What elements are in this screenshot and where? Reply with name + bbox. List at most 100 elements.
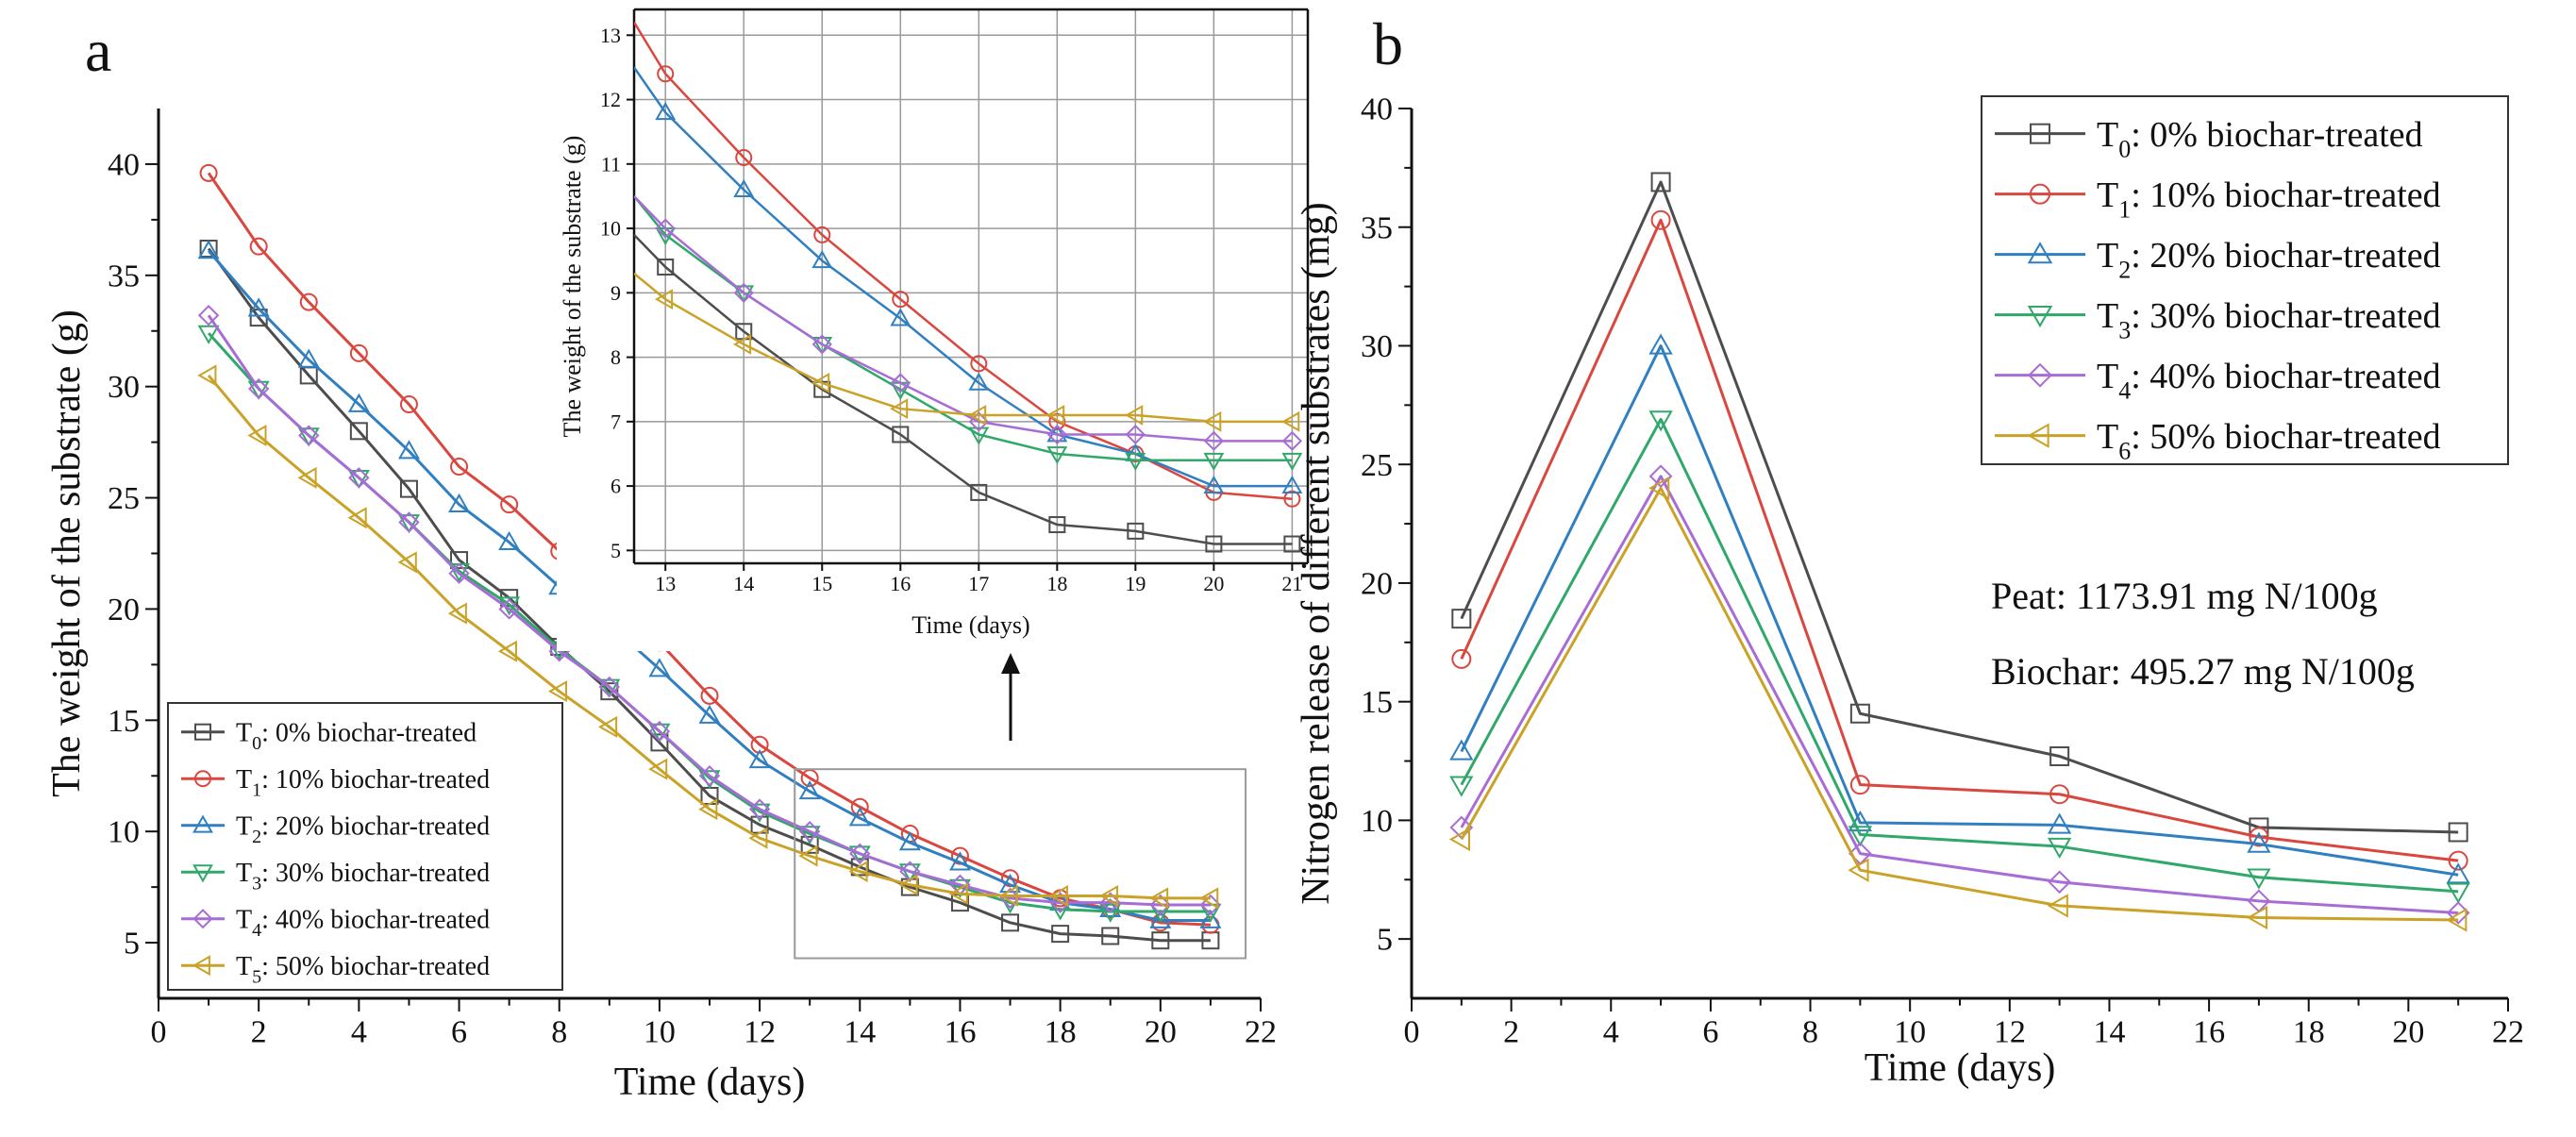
legend-subscript: 3 bbox=[2118, 316, 2131, 343]
data-point-T5 bbox=[197, 364, 217, 387]
legend-symbol: T bbox=[2097, 176, 2118, 215]
data-point-T1 bbox=[1451, 648, 1472, 669]
series-line-T1 bbox=[207, 172, 1211, 927]
data-point-T3 bbox=[1648, 410, 1673, 432]
data-point-T4 bbox=[298, 425, 320, 446]
data-point-T2 bbox=[297, 348, 320, 368]
data-point-T0 bbox=[1151, 931, 1170, 950]
data-point-T1 bbox=[1849, 775, 1870, 795]
x-tick-label: 12 bbox=[744, 1014, 776, 1049]
legend-label-T4: T4: 40% biochar-treated bbox=[236, 905, 490, 940]
data-point-T2 bbox=[2247, 831, 2271, 853]
data-point-T0 bbox=[600, 682, 619, 701]
y-tick-label: 15 bbox=[108, 704, 140, 739]
data-point-T2 bbox=[968, 372, 990, 391]
x-tick-label: 18 bbox=[1046, 572, 1067, 595]
legend-symbol: T bbox=[236, 718, 252, 747]
data-point-T2 bbox=[798, 779, 821, 800]
x-tick-label: 16 bbox=[944, 1014, 976, 1049]
y-tick-label: 10 bbox=[600, 217, 621, 241]
legend-label-T1: T1: 10% biochar-treated bbox=[2097, 176, 2441, 223]
x-tick-label: 0 bbox=[1404, 1014, 1420, 1049]
data-point-T5 bbox=[497, 640, 517, 662]
x-tick-label: 8 bbox=[551, 1014, 567, 1049]
legend-symbol: T bbox=[2097, 417, 2118, 457]
data-point-T0 bbox=[2049, 746, 2070, 767]
data-point-T2 bbox=[397, 440, 420, 460]
zoom-region-box bbox=[794, 768, 1247, 960]
data-point-T1 bbox=[2049, 784, 2070, 805]
data-point-T1 bbox=[500, 495, 519, 514]
data-point-T2 bbox=[1149, 909, 1172, 928]
y-tick-label: 6 bbox=[611, 475, 621, 498]
series-group bbox=[197, 163, 1222, 950]
x-tick-label: 14 bbox=[2093, 1014, 2125, 1049]
series-line-T3 bbox=[1460, 417, 2459, 894]
data-point-T2 bbox=[655, 101, 677, 121]
data-point-T2 bbox=[733, 178, 755, 198]
data-point-T2 bbox=[1203, 475, 1225, 493]
x-tick-label: 10 bbox=[1894, 1014, 1926, 1049]
data-point-T0 bbox=[1001, 913, 1020, 932]
legend-label-T5: T5: 50% biochar-treated bbox=[236, 952, 490, 987]
data-point-T1 bbox=[1650, 209, 1671, 230]
series-line-T5 bbox=[207, 374, 1211, 900]
zoom-arrow-head bbox=[1001, 653, 1020, 674]
data-point-T5 bbox=[1125, 405, 1144, 426]
x-tick-label: 6 bbox=[451, 1014, 467, 1049]
legend-subscript: 3 bbox=[252, 873, 261, 894]
x-tick-label: 0 bbox=[151, 1014, 167, 1049]
x-tick-label: 2 bbox=[251, 1014, 267, 1049]
data-point-T1 bbox=[892, 291, 910, 309]
data-point-T1 bbox=[299, 293, 318, 311]
series-line-T0 bbox=[207, 247, 1211, 943]
data-point-T5 bbox=[598, 715, 618, 738]
x-axis-label: Time (days) bbox=[912, 611, 1029, 639]
legend-text: : 50% biochar-treated bbox=[2131, 417, 2440, 457]
y-tick-label: 9 bbox=[611, 281, 621, 305]
legend-subscript: 2 bbox=[2118, 256, 2131, 283]
data-point-T5 bbox=[648, 758, 668, 780]
x-tick-label: 4 bbox=[351, 1014, 367, 1049]
x-tick-label: 19 bbox=[1125, 572, 1146, 595]
legend-subscript: 2 bbox=[252, 827, 261, 847]
legend-text: : 0% biochar-treated bbox=[2131, 115, 2422, 155]
data-point-T4 bbox=[1046, 424, 1067, 445]
series-line-T5 bbox=[1460, 486, 2459, 922]
data-point-T0 bbox=[1048, 516, 1066, 534]
data-point-T5 bbox=[1448, 827, 1471, 852]
data-point-T5 bbox=[848, 861, 868, 883]
annotation-peat: Peat: 1173.91 mg N/100g bbox=[1991, 575, 2378, 617]
data-point-T0 bbox=[1849, 703, 1870, 724]
y-tick-label: 35 bbox=[1361, 210, 1393, 245]
data-point-T4 bbox=[698, 765, 721, 787]
data-point-T4 bbox=[1203, 430, 1224, 451]
legend-subscript: 6 bbox=[2118, 437, 2131, 464]
legend-symbol: T bbox=[236, 952, 252, 981]
data-point-T2 bbox=[948, 851, 971, 871]
x-tick-label: 20 bbox=[1203, 572, 1224, 595]
data-point-T0 bbox=[1101, 927, 1120, 945]
y-axis-label: The weight of the substrate (g) bbox=[45, 309, 89, 797]
data-point-T5 bbox=[1648, 476, 1670, 500]
series-line-T4 bbox=[207, 314, 1211, 907]
data-point-T1 bbox=[399, 395, 418, 414]
data-point-T2 bbox=[2446, 862, 2470, 884]
data-point-T4 bbox=[811, 334, 832, 355]
series-line-T5 bbox=[634, 272, 1293, 424]
data-point-T0 bbox=[450, 551, 469, 570]
data-point-T1 bbox=[450, 458, 469, 477]
data-point-T2 bbox=[1449, 739, 1474, 761]
data-point-T5 bbox=[1199, 887, 1219, 910]
data-point-T5 bbox=[948, 882, 968, 905]
legend-text: : 40% biochar-treated bbox=[2131, 357, 2440, 396]
legend-label-T3: T3: 30% biochar-treated bbox=[2097, 296, 2441, 343]
data-point-T1 bbox=[2249, 827, 2269, 847]
data-point-T5 bbox=[748, 827, 768, 849]
x-tick-label: 20 bbox=[2392, 1014, 2424, 1049]
data-point-T3 bbox=[1125, 452, 1146, 472]
legend-marker-T2 bbox=[192, 814, 213, 833]
legend-text: : 40% biochar-treated bbox=[261, 905, 490, 934]
